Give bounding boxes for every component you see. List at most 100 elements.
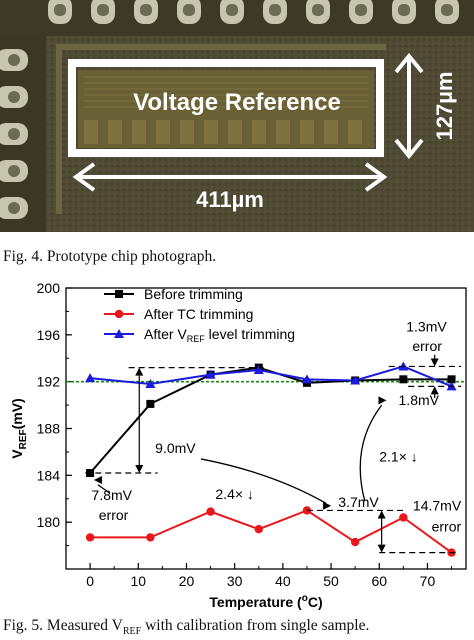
data-point [205, 369, 216, 379]
circuit-row [84, 100, 368, 102]
bond-pad-core [398, 4, 410, 16]
bond-pad-core [8, 128, 20, 140]
data-point [350, 375, 361, 385]
x-tick-label: 70 [420, 573, 436, 589]
annotation-error-1: error [99, 507, 129, 523]
x-axis-label: Temperature (oC) [209, 593, 322, 610]
circuit-cell [252, 120, 266, 144]
circuit-cell [300, 120, 314, 144]
annotation-2-1x: 2.1× ↓ [379, 448, 418, 464]
circuit-cell [204, 120, 218, 144]
data-point [301, 374, 312, 384]
bond-pad-core [8, 165, 20, 177]
annotation-error-3: error [412, 338, 442, 354]
x-tick-label: 10 [131, 573, 147, 589]
circuit-cell [348, 120, 362, 144]
circuit-row [84, 106, 368, 108]
bond-pad-core [312, 4, 324, 16]
annotation-7-8mv: 7.8mV [92, 487, 133, 503]
width-dimension-arrow [72, 162, 388, 192]
y-tick-label: 180 [37, 514, 61, 530]
bond-pad-core [8, 91, 20, 103]
data-point [254, 524, 263, 534]
legend-marker [114, 329, 124, 338]
legend-marker [115, 290, 123, 298]
curved-arrow-reduction-1 [200, 458, 327, 504]
data-point [447, 375, 456, 384]
arrowhead [323, 501, 332, 510]
vref-chart: 180 184 188 192 196 200 0 10 20 30 40 50 60 70 Tempera… [9, 280, 467, 610]
x-axis-label-main: Temperature ( [209, 594, 302, 610]
data-point [399, 375, 408, 384]
circuit-row [84, 94, 368, 96]
x-tick-label: 60 [371, 573, 387, 589]
arrowhead [135, 367, 144, 376]
bond-pad-core [54, 4, 66, 16]
x-tick-label: 40 [275, 573, 291, 589]
y-axis-label-sub: REF [18, 429, 29, 449]
width-label: 411µm [196, 187, 264, 212]
arrowhead [93, 476, 102, 485]
data-point [85, 373, 96, 383]
y-axis-label: VREF(mV) [9, 398, 29, 458]
x-tick-label: 50 [323, 573, 339, 589]
arrowhead [135, 464, 144, 473]
circuit-cell [324, 120, 338, 144]
bond-pad-core [183, 4, 195, 16]
height-label: 127µm [432, 72, 457, 141]
y-tick-label: 188 [37, 421, 61, 437]
annotation-2-4x: 2.4× ↓ [215, 486, 254, 502]
legend-label: Before trimming [144, 286, 243, 302]
voltage-reference-box [68, 59, 384, 157]
top-bond-pads [0, 0, 474, 36]
arrowhead [378, 396, 387, 405]
bond-pad-core [441, 4, 453, 16]
y-tick-label: 184 [37, 467, 61, 483]
arrowhead [430, 386, 439, 395]
left-bond-pads [0, 36, 46, 232]
circuit-cell [132, 120, 146, 144]
legend-label: After TC trimming [144, 306, 253, 322]
x-axis-label-sup: o [302, 593, 308, 604]
legend: Before trimming After TC trimming After VR… [104, 286, 295, 344]
annotation-error-2: error [432, 519, 462, 535]
chip-photograph: Voltage Reference 411µm 127µm [0, 0, 474, 232]
annotation-3-7mv: 3.7mV [338, 494, 379, 510]
bond-pad-core [355, 4, 367, 16]
bond-pad-core [8, 202, 20, 214]
data-point [350, 537, 360, 547]
y-tick-label: 200 [37, 280, 61, 296]
annotation-1-3mv: 1.3mV [406, 318, 447, 334]
arrowhead [430, 358, 439, 367]
circuit-cell [156, 120, 170, 144]
circuit-cell [84, 120, 98, 144]
annotation-1-8mv: 1.8mV [399, 392, 440, 408]
series-line-1 [90, 509, 453, 554]
x-axis-label-end: C) [308, 594, 323, 610]
circuit-block [78, 70, 374, 148]
circuit-cell [228, 120, 242, 144]
data-point [85, 533, 95, 542]
arrowhead [377, 510, 386, 519]
circuit-cell [108, 120, 122, 144]
data-point [146, 533, 155, 542]
bond-pad-core [97, 4, 109, 16]
data-point [253, 364, 264, 374]
data-point [146, 399, 155, 408]
circuit-row [84, 82, 368, 84]
y-tick-label: 196 [37, 327, 61, 343]
pointer-7-8mv [97, 484, 110, 494]
height-dimension-arrow [394, 52, 424, 160]
fig4-caption: Fig. 4. Prototype chip photograph. [3, 248, 217, 265]
x-tick-label: 20 [179, 573, 195, 589]
bond-pad-core [226, 4, 238, 16]
fig5-caption-sub: REF [122, 626, 142, 638]
fig5-caption-suffix: with calibration from single sample. [141, 617, 370, 634]
fig5-caption-prefix: Fig. 5. Measured V [3, 617, 123, 634]
metal-trace [56, 44, 62, 214]
metal-trace [56, 44, 386, 50]
arrowhead [377, 544, 386, 553]
series-line-2 [89, 365, 452, 388]
fig5-caption: Fig. 5. Measured VREF with calibration f… [3, 617, 369, 637]
annotation-14-7mv: 14.7mV [413, 497, 462, 513]
